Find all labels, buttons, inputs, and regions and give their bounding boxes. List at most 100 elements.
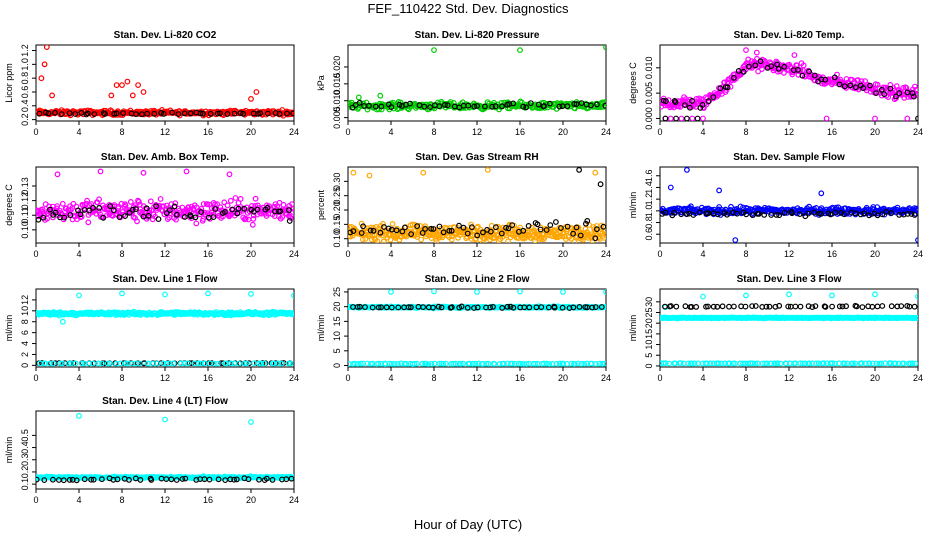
data-point: [829, 303, 835, 310]
data-point: [914, 92, 918, 99]
data-point: [388, 304, 395, 311]
y-tick-label: 10: [332, 331, 342, 341]
data-point: [402, 224, 408, 231]
data-point: [564, 223, 571, 230]
data-point: [799, 72, 806, 79]
data-point: [603, 289, 606, 295]
data-point: [431, 360, 438, 367]
data-point: [425, 361, 432, 367]
data-point: [172, 200, 179, 207]
x-tick-label: 0: [657, 249, 662, 259]
data-point: [248, 419, 254, 425]
data-point: [430, 304, 436, 311]
plot-frame: [659, 288, 919, 368]
data-point: [822, 76, 829, 83]
data-point: [106, 201, 113, 208]
data-point: [859, 304, 866, 311]
data-point: [148, 477, 155, 483]
y-tick-label: 15: [644, 329, 654, 339]
data-point: [210, 214, 217, 221]
data-point: [671, 97, 678, 104]
data-point: [589, 304, 596, 311]
data-point: [553, 360, 560, 367]
data-point: [391, 361, 398, 367]
data-point: [732, 237, 739, 243]
data-point: [84, 110, 91, 117]
y-tick-label: 0.15: [332, 216, 342, 234]
data-point: [224, 111, 231, 117]
data-point: [511, 360, 518, 367]
data-point: [66, 477, 73, 483]
data-point: [388, 104, 395, 110]
data-point: [904, 115, 911, 121]
data-point: [375, 360, 382, 367]
data-point: [800, 62, 807, 69]
data-point: [759, 66, 765, 72]
data-point: [166, 207, 173, 214]
y-tick-label: 1.0: [644, 205, 654, 218]
data-point: [876, 360, 883, 367]
data-point: [435, 303, 442, 310]
x-tick-label: 4: [388, 249, 393, 259]
data-point: [78, 109, 85, 116]
data-point: [813, 360, 819, 367]
data-point: [221, 199, 228, 206]
y-tick-label: 0.020: [332, 56, 342, 79]
data-point: [731, 74, 737, 81]
data-point: [241, 360, 248, 367]
data-point: [76, 292, 82, 299]
data-point: [796, 211, 803, 218]
data-point: [45, 110, 52, 117]
data-point: [888, 303, 895, 310]
data-point: [442, 360, 449, 367]
data-point: [54, 203, 61, 210]
panel-3: Stan. Dev. Li-820 Temp. 0 4 8 12 16 20 24 0.000 0…: [628, 30, 923, 137]
data-point: [119, 290, 125, 297]
plot-frame: [35, 288, 295, 368]
figure-x-axis-label: Hour of Day (UTC): [413, 517, 523, 532]
data-point: [436, 360, 443, 367]
data-points: [660, 291, 918, 367]
data-point: [348, 361, 352, 367]
data-point: [175, 111, 182, 117]
data-point: [499, 103, 505, 110]
data-point: [599, 360, 606, 367]
y-tick-label: 1.2: [644, 193, 654, 206]
data-point: [673, 303, 680, 310]
x-tick-label: 16: [515, 373, 525, 383]
data-point: [688, 360, 695, 367]
data-point: [107, 360, 113, 367]
x-tick-label: 0: [345, 249, 350, 259]
data-point: [448, 227, 455, 234]
data-point: [155, 216, 162, 223]
y-tick-label: 0.12: [20, 192, 30, 210]
data-point: [154, 360, 161, 367]
data-point: [517, 289, 523, 295]
data-point: [284, 206, 291, 213]
data-point: [873, 360, 880, 367]
data-point: [592, 169, 599, 176]
data-point: [126, 477, 132, 483]
data-point: [505, 225, 512, 232]
data-point: [240, 110, 247, 117]
data-point: [205, 290, 211, 297]
data-point: [482, 103, 488, 110]
data-point: [133, 111, 139, 117]
data-point: [132, 206, 139, 213]
data-point: [704, 360, 710, 367]
panel-4: Stan. Dev. Amb. Box Temp. 0 4 8 12 16 20 24 0.10…: [4, 152, 299, 259]
x-tick-label: 20: [870, 249, 880, 259]
data-point: [67, 212, 74, 219]
data-point: [153, 203, 160, 210]
data-point: [197, 110, 204, 117]
data-points: [36, 45, 294, 119]
data-point: [252, 195, 259, 202]
data-point: [603, 45, 606, 51]
x-tick-label: 24: [289, 127, 299, 137]
x-tick-label: 8: [743, 127, 748, 137]
data-point: [805, 303, 812, 310]
y-tick-label: 0.010: [644, 57, 654, 80]
data-point: [414, 360, 420, 367]
